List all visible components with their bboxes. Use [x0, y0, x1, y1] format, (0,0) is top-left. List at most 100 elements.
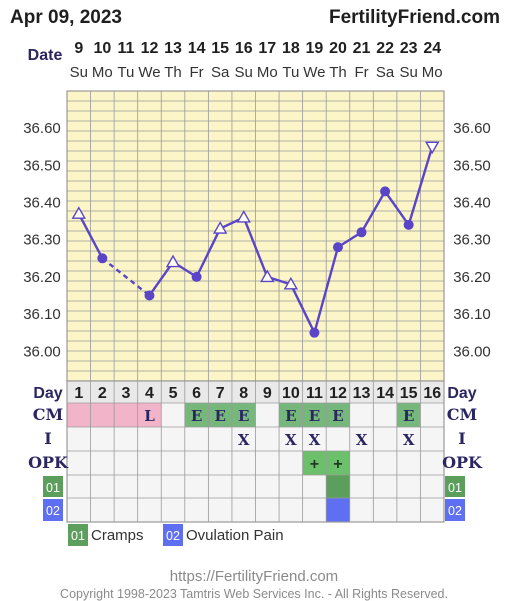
symptom-cell — [326, 475, 350, 498]
temperature-point-open — [212, 221, 228, 234]
symptom-code-right: 01 — [448, 481, 462, 495]
temperature-point — [144, 290, 155, 301]
cm-cell — [326, 403, 350, 427]
cycle-day-number: 5 — [169, 385, 178, 402]
date-number: 22 — [376, 40, 394, 57]
weekday-label: We — [138, 64, 160, 81]
cm-cell — [114, 403, 138, 427]
weekday-label: Fr — [190, 64, 204, 81]
date-number: 23 — [400, 40, 418, 57]
weekday-label: Th — [329, 64, 347, 81]
intercourse-row-label-left: I — [44, 429, 51, 448]
temperature-line-segment — [313, 246, 340, 333]
temperature-point — [356, 227, 367, 238]
legend-swatch — [163, 524, 183, 546]
y-tick-label-right: 36.20 — [453, 269, 491, 286]
intercourse-mark: X — [403, 431, 415, 449]
intercourse-mark: X — [238, 431, 250, 449]
temperature-point — [380, 186, 391, 197]
symptom-code-left: 01 — [46, 481, 60, 495]
temperature-point-open — [283, 276, 299, 290]
y-tick-label-left: 36.00 — [23, 343, 61, 360]
footer-copyright: Copyright 1998-2023 Tamtris Web Services… — [60, 587, 448, 601]
opk-row-label-right: OPK — [442, 453, 483, 472]
symptom-badge-left — [43, 499, 63, 521]
cycle-day-number: 16 — [423, 385, 441, 402]
temperature-line-segment — [289, 283, 316, 334]
intercourse-row-label-right: I — [458, 429, 465, 448]
cm-value: E — [403, 407, 414, 425]
legend-label: Cramps — [91, 527, 144, 544]
temperature-point — [332, 242, 343, 253]
date-number: 11 — [117, 40, 134, 57]
temperature-line-segment — [195, 228, 222, 278]
date-number: 16 — [235, 40, 253, 57]
symptom-badge-right — [445, 499, 465, 521]
temperature-point-open — [260, 269, 275, 283]
weekday-label: Mo — [422, 64, 443, 81]
y-tick-label-left: 36.10 — [23, 306, 61, 323]
weekday-label: Su — [70, 64, 88, 81]
cycle-day-number: 7 — [216, 385, 225, 402]
date-number: 15 — [211, 40, 229, 57]
date-number: 12 — [141, 40, 159, 57]
weekday-label: Sa — [211, 64, 230, 81]
temperature-line-segment — [148, 261, 175, 297]
cm-cell — [396, 403, 421, 427]
y-tick-label-right: 36.50 — [453, 157, 491, 174]
cycle-day-number: 12 — [329, 385, 347, 402]
temperature-line-segment — [77, 213, 104, 259]
day-row-label-left: Day — [33, 385, 62, 402]
date-number: 24 — [423, 40, 441, 57]
cm-value: L — [144, 407, 155, 425]
intercourse-mark: X — [356, 431, 368, 449]
y-tick-label-right: 36.10 — [453, 306, 491, 323]
date-number: 10 — [93, 40, 111, 57]
temperature-line-segment — [407, 146, 434, 226]
cm-row-label-left: CM — [33, 405, 63, 424]
cm-value: E — [238, 407, 249, 425]
data-table-border — [66, 380, 445, 523]
y-tick-label-left: 36.60 — [23, 120, 61, 137]
symptom-cell — [326, 498, 350, 522]
weekday-label: Tu — [282, 64, 299, 81]
weekday-label: Fr — [354, 64, 368, 81]
date-number: 14 — [188, 40, 206, 57]
y-tick-label-right: 36.40 — [453, 195, 491, 212]
temperature-line-segment — [384, 190, 410, 226]
cm-cell — [184, 403, 209, 427]
legend-swatch — [68, 524, 88, 546]
y-tick-label-left: 36.30 — [23, 232, 61, 249]
cm-cell — [137, 403, 162, 427]
temperature-point-open — [425, 141, 440, 155]
chart-date-title: Apr 09, 2023 — [10, 7, 122, 28]
opk-result: + — [310, 456, 319, 473]
cycle-day-number: 14 — [376, 385, 394, 402]
cm-cell — [279, 403, 303, 427]
cm-value: E — [285, 407, 296, 425]
weekday-label: Mo — [92, 64, 113, 81]
y-tick-label-right: 36.30 — [453, 232, 491, 249]
weekday-label: We — [303, 64, 325, 81]
intercourse-mark: X — [309, 431, 321, 449]
footer-url[interactable]: https://FertilityFriend.com — [169, 568, 339, 585]
cycle-day-number: 2 — [98, 385, 107, 402]
weekday-label: Th — [164, 64, 182, 81]
cycle-day-number: 13 — [353, 385, 371, 402]
cycle-day-number: 11 — [306, 385, 323, 402]
date-row-label: Date — [28, 47, 63, 64]
intercourse-mark: X — [285, 431, 297, 449]
cycle-day-number: 15 — [400, 385, 418, 402]
cm-cell — [231, 403, 256, 427]
temperature-point-open — [71, 206, 86, 219]
cm-cell — [302, 403, 327, 427]
opk-cell — [302, 451, 327, 475]
cm-value: E — [191, 407, 202, 425]
y-tick-label-right: 36.60 — [453, 120, 491, 137]
opk-result: + — [333, 456, 342, 473]
weekday-label: Su — [235, 64, 253, 81]
date-number: 21 — [353, 40, 371, 57]
temperature-line-segment — [360, 190, 387, 233]
cycle-day-number: 4 — [145, 385, 154, 402]
